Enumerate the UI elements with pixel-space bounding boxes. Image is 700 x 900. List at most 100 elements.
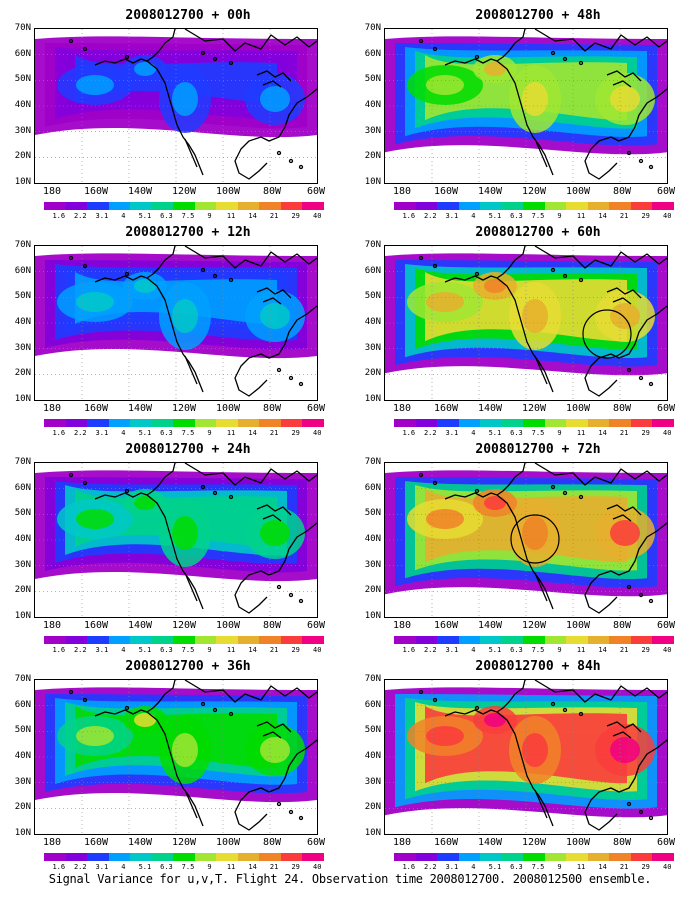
colorbar-swatch <box>151 853 174 861</box>
colorbar-swatch <box>87 853 109 861</box>
colorbar-swatch <box>394 636 416 644</box>
colorbar-label: 29 <box>641 429 650 437</box>
colorbar-swatch <box>458 202 481 210</box>
colorbar-label: 14 <box>248 863 257 871</box>
variance-field <box>385 36 667 155</box>
colorbar-label: 9 <box>207 212 212 220</box>
latitude-label: 30N <box>14 342 31 353</box>
colorbar-label: 7.5 <box>181 646 195 654</box>
colorbar-swatch <box>630 202 653 210</box>
colorbar-label: 40 <box>313 646 322 654</box>
colorbar-swatch <box>630 853 653 861</box>
longitude-label: 100W <box>215 837 241 848</box>
field-hotspot-core <box>172 733 198 767</box>
variance-field <box>35 36 317 138</box>
colorbar-label: 40 <box>313 429 322 437</box>
colorbar-label: 21 <box>269 863 279 871</box>
longitude-label: 140W <box>477 403 503 414</box>
colorbar-label: 7.5 <box>531 429 545 437</box>
graticule <box>385 680 667 834</box>
colorbar-label: 4 <box>121 646 126 654</box>
colorbar-label: 3.1 <box>95 646 109 654</box>
field-hotspot-core <box>260 737 290 763</box>
colorbar-swatch <box>458 853 481 861</box>
colorbar-label: 21 <box>269 646 279 654</box>
latitude-label: 30N <box>364 342 381 353</box>
colorbar-label: 11 <box>226 646 236 654</box>
colorbar-label: 2.2 <box>423 863 437 871</box>
coastline <box>418 680 667 831</box>
colorbar-label: 21 <box>619 646 629 654</box>
latitude-label: 30N <box>14 125 31 136</box>
colorbar-swatch <box>237 636 260 644</box>
latitude-label: 40N <box>364 534 381 544</box>
coastline <box>418 463 667 614</box>
longitude-label: 140W <box>477 186 503 197</box>
coastline <box>68 246 317 397</box>
latitude-label: 40N <box>364 317 381 327</box>
colorbar-swatch <box>566 419 588 427</box>
map-panel <box>34 462 318 618</box>
colorbar <box>44 636 324 644</box>
colorbar-label: 11 <box>576 429 586 437</box>
graticule <box>35 463 317 617</box>
latitude-label: 20N <box>364 585 381 596</box>
colorbar-label: 1.6 <box>402 429 416 437</box>
colorbar-label: 40 <box>663 646 672 654</box>
colorbar-swatch <box>480 419 502 427</box>
latitude-label: 70N <box>364 674 381 684</box>
coastline <box>418 29 667 180</box>
map-panel <box>384 679 668 835</box>
panel-title: 2008012700 + 12h <box>125 225 251 240</box>
colorbar-swatch <box>65 419 88 427</box>
colorbar-label: 14 <box>598 863 607 871</box>
longitude-label: 60W <box>656 620 676 631</box>
colorbar-label: 14 <box>248 212 257 220</box>
colorbar-swatch <box>415 419 438 427</box>
latitude-label: 10N <box>14 828 31 838</box>
colorbar-swatch <box>501 853 524 861</box>
colorbar-swatch <box>415 202 438 210</box>
graticule <box>385 463 667 617</box>
longitude-label: 180 <box>42 186 62 197</box>
colorbar-swatch <box>259 636 281 644</box>
colorbar-swatch <box>544 853 567 861</box>
colorbar-swatch <box>437 853 459 861</box>
colorbar-label: 3.1 <box>445 429 459 437</box>
colorbar-swatch <box>544 419 567 427</box>
colorbar-label: 4 <box>121 212 126 220</box>
colorbar-swatch <box>458 419 481 427</box>
longitude-label: 160W <box>83 403 109 414</box>
map-panel <box>34 679 318 835</box>
latitude-label: 70N <box>14 240 31 250</box>
longitude-label: 100W <box>215 403 241 414</box>
colorbar <box>44 419 324 427</box>
coastline <box>68 463 317 614</box>
latitude-label: 30N <box>364 559 381 570</box>
latitude-label: 50N <box>364 291 381 302</box>
map-plot <box>385 29 667 183</box>
longitude-label: 60W <box>306 186 326 197</box>
longitude-label: 100W <box>565 186 591 197</box>
colorbar-label: 4 <box>471 429 476 437</box>
latitude-label: 30N <box>364 776 381 787</box>
longitude-label: 60W <box>656 186 676 197</box>
colorbar-swatch <box>194 202 217 210</box>
colorbar-swatch <box>630 419 653 427</box>
longitude-label: 140W <box>127 403 153 414</box>
colorbar-label: 7.5 <box>531 863 545 871</box>
latitude-label: 20N <box>364 368 381 379</box>
colorbar-swatch <box>609 853 631 861</box>
map-plot <box>35 463 317 617</box>
colorbar-label: 5.1 <box>138 429 152 437</box>
colorbar-swatch <box>437 419 459 427</box>
colorbar-label: 2.2 <box>73 429 87 437</box>
colorbar-label: 21 <box>269 212 279 220</box>
colorbar-swatch <box>480 853 502 861</box>
longitude-label: 120W <box>171 186 197 197</box>
longitude-label: 100W <box>565 837 591 848</box>
field-hotspot-core <box>610 520 640 546</box>
colorbar-swatch <box>587 419 610 427</box>
longitude-label: 60W <box>656 837 676 848</box>
colorbar-swatch <box>566 202 588 210</box>
